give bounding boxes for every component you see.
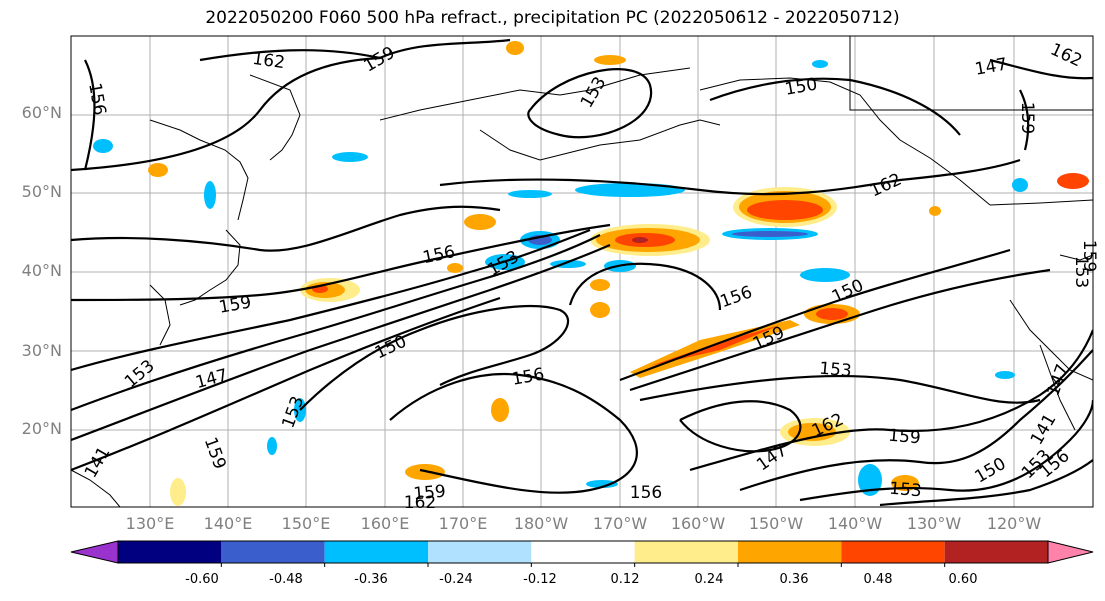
contour-label: 162: [404, 493, 436, 513]
lon-label-130e: 130°E: [125, 514, 175, 533]
contour-label: 153: [888, 479, 922, 502]
colorbar-outline: [117, 540, 1049, 564]
lon-label-170e: 170°E: [438, 514, 488, 533]
colorbar-swatch: [841, 541, 945, 563]
contour-label: 153: [818, 359, 852, 382]
lon-label-170w: 170°W: [592, 514, 648, 533]
colorbar-swatch: [944, 541, 1048, 563]
map-title: 2022050200 F060 500 hPa refract., precip…: [205, 8, 900, 28]
contour-label: 159: [887, 426, 921, 449]
colorbar-tick-label: 0.24: [694, 572, 724, 587]
lon-label-180w: 180°W: [513, 514, 569, 533]
colorbar-tick-label: 0.60: [948, 572, 978, 587]
lon-label-140e: 140°E: [203, 514, 253, 533]
map-frame: [70, 35, 1094, 508]
colorbar-tick-label: -0.24: [439, 572, 473, 587]
colorbar-extension-high: [1047, 540, 1094, 564]
contour-label: 162: [251, 49, 286, 73]
contour-label: 159: [413, 482, 447, 505]
lon-label-150w: 150°W: [748, 514, 804, 533]
contour-label: 156: [630, 483, 662, 503]
lat-label-30n: 30°N: [21, 341, 62, 360]
precipitation-shading: [93, 41, 1089, 506]
lat-label-20n: 20°N: [21, 419, 62, 438]
lon-label-140w: 140°W: [827, 514, 883, 533]
contour-label: 153: [1071, 256, 1091, 288]
colorbar-swatch: [738, 541, 842, 563]
colorbar-tick-label: 0.36: [779, 572, 809, 587]
colorbar-swatch: [531, 541, 635, 563]
colorbar-swatch: [324, 541, 428, 563]
lat-label-50n: 50°N: [21, 182, 62, 201]
colorbar: [70, 540, 1094, 567]
colorbar-swatch: [118, 541, 222, 563]
colorbar-tick-label: -0.12: [523, 572, 557, 587]
colorbar-tick-label: -0.48: [269, 572, 303, 587]
colorbar-tick-label: 0.48: [863, 572, 893, 587]
contour-label: 159: [1079, 240, 1099, 272]
colorbar-tick-label: 0.12: [610, 572, 640, 587]
contour-lines: [71, 38, 1093, 507]
lon-label-150e: 150°E: [281, 514, 331, 533]
colorbar-swatch: [221, 541, 325, 563]
lat-label-60n: 60°N: [21, 103, 62, 122]
colorbar-tick-label: -0.60: [185, 572, 219, 587]
colorbar-tick-label: -0.36: [354, 572, 388, 587]
lon-label-120w: 120°W: [986, 514, 1042, 533]
lon-label-160w: 160°W: [670, 514, 726, 533]
lon-label-130w: 130°W: [906, 514, 962, 533]
lat-label-40n: 40°N: [21, 261, 62, 280]
contour-label: 159: [1017, 102, 1037, 134]
colorbar-extension-low: [70, 540, 119, 564]
lon-label-160e: 160°E: [360, 514, 410, 533]
colorbar-swatch: [634, 541, 738, 563]
colorbar-swatch: [428, 541, 532, 563]
